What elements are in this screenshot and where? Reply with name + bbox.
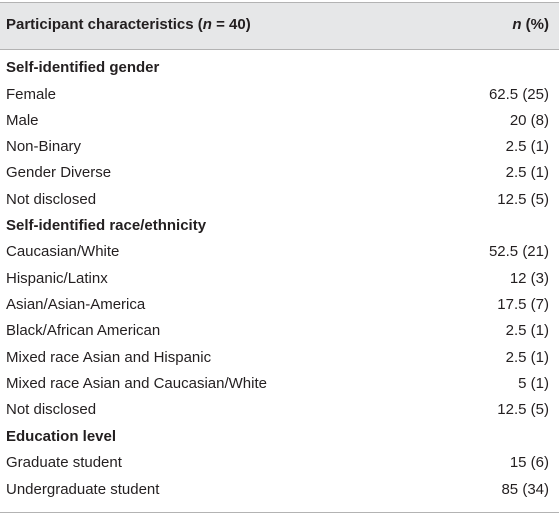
section-row-education: Education level [0, 424, 559, 450]
header-col1-suffix: = 40) [211, 16, 251, 33]
row-label: Non-Binary [6, 138, 82, 155]
row-value: 12 (3) [509, 270, 549, 287]
row-label: Male [6, 112, 39, 129]
row-value: 17.5 (7) [497, 296, 549, 313]
table-row: Non-Binary 2.5 (1) [0, 134, 559, 160]
header-n-percent: n (%) [512, 16, 549, 34]
row-label: Self-identified gender [6, 59, 160, 76]
row-value: 12.5 (5) [497, 191, 549, 208]
table-row: Hispanic/Latinx 12 (3) [0, 266, 559, 292]
table-row: Female 62.5 (25) [0, 82, 559, 108]
row-label: Black/African American [6, 322, 161, 339]
table-row: Black/African American 2.5 (1) [0, 318, 559, 344]
table-row: Not disclosed 12.5 (5) [0, 397, 559, 423]
row-label: Self-identified race/ethnicity [6, 217, 207, 234]
bottom-rule [0, 512, 559, 513]
section-row-race: Self-identified race/ethnicity [0, 213, 559, 239]
header-col2-n: n [512, 16, 522, 33]
row-value: 2.5 (1) [505, 349, 549, 366]
row-value: 12.5 (5) [497, 401, 549, 418]
row-label: Education level [6, 428, 117, 445]
row-label: Gender Diverse [6, 164, 112, 181]
header-rule [0, 49, 559, 50]
row-value: 5 (1) [518, 375, 549, 392]
table-row: Not disclosed 12.5 (5) [0, 187, 559, 213]
row-label: Graduate student [6, 454, 122, 471]
row-label: Not disclosed [6, 191, 97, 208]
row-label: Asian/Asian-America [6, 296, 146, 313]
row-value: 62.5 (25) [488, 86, 549, 103]
table-row: Undergraduate student 85 (34) [0, 477, 559, 503]
table-row: Mixed race Asian and Caucasian/White 5 (… [0, 371, 559, 397]
section-row-gender: Self-identified gender [0, 55, 559, 81]
table-header: Participant characteristics (n = 40) n (… [0, 3, 559, 49]
table-row: Asian/Asian-America 17.5 (7) [0, 292, 559, 318]
table-row: Male 20 (8) [0, 108, 559, 134]
row-label: Undergraduate student [6, 481, 160, 498]
row-value: 52.5 (21) [488, 243, 549, 260]
row-label: Female [6, 86, 57, 103]
row-label: Caucasian/White [6, 243, 120, 260]
row-label: Not disclosed [6, 401, 97, 418]
table-row: Graduate student 15 (6) [0, 450, 559, 476]
row-label: Mixed race Asian and Caucasian/White [6, 375, 267, 392]
header-characteristics: Participant characteristics (n = 40) [6, 16, 251, 34]
header-col1-n: n [202, 16, 212, 33]
row-value: 2.5 (1) [505, 138, 549, 155]
row-value: 15 (6) [509, 454, 549, 471]
row-label: Mixed race Asian and Hispanic [6, 349, 212, 366]
row-value: 2.5 (1) [505, 322, 549, 339]
table-row: Gender Diverse 2.5 (1) [0, 160, 559, 186]
header-col1-prefix: Participant characteristics ( [6, 16, 203, 33]
row-value: 20 (8) [509, 112, 549, 129]
top-rule [0, 2, 559, 3]
table-row: Caucasian/White 52.5 (21) [0, 239, 559, 265]
header-col2-suffix: (%) [521, 16, 549, 33]
row-value: 85 (34) [501, 481, 549, 498]
row-label: Hispanic/Latinx [6, 270, 108, 287]
row-value: 2.5 (1) [505, 164, 549, 181]
table-row: Mixed race Asian and Hispanic 2.5 (1) [0, 345, 559, 371]
